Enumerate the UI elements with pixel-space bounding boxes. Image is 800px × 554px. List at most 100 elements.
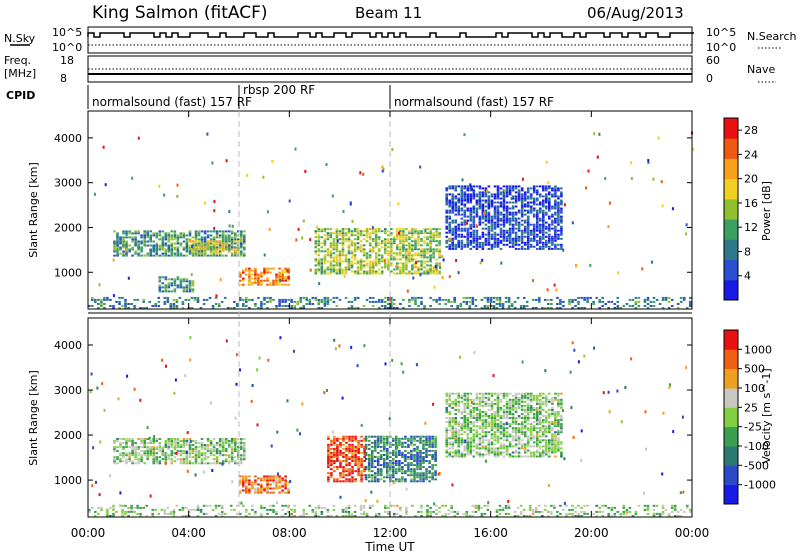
heatmap-cell [460, 207, 464, 210]
heatmap-cell [143, 454, 146, 457]
heatmap-cell [505, 209, 509, 212]
heatmap-cell [350, 270, 354, 273]
heatmap-cell [149, 250, 152, 253]
heatmap-cell [182, 458, 186, 461]
heatmap-cell [152, 446, 155, 449]
heatmap-cell [592, 300, 595, 303]
heatmap-cell [557, 423, 560, 426]
heatmap-cell [393, 236, 396, 239]
heatmap-cell [495, 307, 499, 309]
heatmap-cell [399, 238, 402, 241]
heatmap-cell [215, 230, 219, 233]
heatmap-cell [493, 221, 497, 224]
heatmap-cell [121, 515, 124, 517]
heatmap-cell [445, 441, 448, 444]
heatmap-cell [686, 307, 689, 309]
heatmap-cell [336, 456, 339, 458]
heatmap-cell [272, 479, 275, 482]
heatmap-cell [484, 439, 488, 442]
heatmap-cell [493, 451, 497, 454]
heatmap-cell [487, 398, 491, 401]
heatmap-cell [333, 470, 336, 473]
heatmap-cell [149, 446, 152, 449]
heatmap-cell [419, 449, 422, 452]
heatmap-cell [140, 456, 143, 459]
heatmap-cell [484, 413, 488, 415]
heatmap-cell [269, 298, 272, 301]
heatmap-cell [88, 508, 91, 511]
heatmap-cell [317, 298, 321, 301]
heatmap-cell [428, 435, 431, 438]
heatmap-cell [454, 231, 457, 234]
heatmap-cell [357, 468, 360, 471]
heatmap-cell [383, 480, 386, 483]
heatmap-cell [542, 392, 545, 395]
heatmap-cell [140, 234, 143, 237]
heatmap-cell [284, 504, 287, 507]
heatmap-cell [359, 234, 363, 237]
heatmap-cell [354, 462, 357, 465]
heatmap-cell [505, 237, 509, 240]
heatmap-cell [502, 396, 506, 399]
heatmap-cell [493, 209, 497, 212]
heatmap-cell [465, 296, 469, 299]
heatmap-cell [167, 246, 171, 249]
heatmap-cell [560, 225, 563, 228]
heatmap-cell [127, 307, 130, 309]
heatmap-cell [560, 233, 563, 236]
heatmap-cell [475, 421, 479, 424]
heatmap-cell [402, 236, 405, 239]
heatmap-cell [297, 227, 300, 231]
heatmap-cell [266, 210, 269, 214]
heatmap-cell [425, 460, 428, 462]
heatmap-cell [545, 429, 548, 432]
heatmap-cell [308, 303, 312, 305]
heatmap-cell [350, 264, 354, 267]
heatmap-cell [520, 213, 524, 216]
heatmap-cell [554, 229, 557, 232]
heatmap-cell [496, 189, 500, 192]
heatmap-cell [419, 472, 422, 475]
heatmap-cell [502, 195, 506, 198]
heatmap-cell [526, 247, 530, 250]
heatmap-cell [332, 244, 336, 247]
heatmap-cell [551, 195, 554, 198]
heatmap-cell [194, 460, 198, 463]
heatmap-cell [167, 236, 171, 239]
heatmap-cell [508, 201, 512, 204]
heatmap-cell [442, 258, 445, 262]
heatmap-cell [596, 155, 599, 159]
heatmap-cell [181, 303, 185, 305]
heatmap-cell [266, 489, 269, 492]
heatmap-cell [419, 451, 422, 454]
heatmap-cell [196, 515, 200, 517]
heatmap-cell [542, 211, 545, 214]
heatmap-cell [317, 258, 321, 261]
heatmap-cell [529, 193, 533, 196]
heatmap-cell [323, 300, 327, 303]
heatmap-cell [341, 248, 345, 251]
heatmap-cell [309, 268, 312, 272]
heatmap-cell [526, 435, 530, 438]
heatmap-cell [425, 454, 428, 456]
heatmap-cell [432, 252, 435, 255]
heatmap-cell [542, 396, 545, 399]
heatmap-cell [419, 462, 422, 465]
heatmap-cell [445, 235, 448, 238]
heatmap-cell [243, 238, 246, 241]
heatmap-cell [224, 454, 228, 457]
heatmap-cell [194, 458, 198, 461]
heatmap-cell [158, 246, 162, 249]
heatmap-cell [466, 421, 470, 424]
heatmap-cell [395, 439, 398, 442]
heatmap-cell [396, 272, 399, 275]
heatmap-cell [523, 193, 527, 196]
heatmap-cell [396, 266, 399, 269]
heatmap-cell [365, 272, 369, 275]
heatmap-cell [243, 438, 246, 440]
heatmap-cell [353, 262, 357, 265]
heatmap-cell [146, 450, 149, 453]
heatmap-cell [410, 449, 413, 452]
heatmap-cell [511, 431, 515, 434]
heatmap-cell [339, 472, 342, 475]
